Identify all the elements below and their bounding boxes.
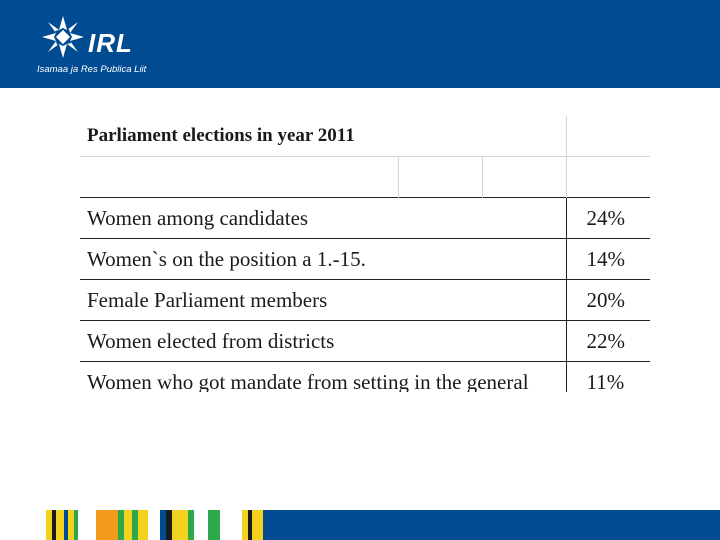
- stripe: [148, 510, 160, 540]
- irl-star-logo-icon: [42, 16, 84, 58]
- footer-bar: [263, 510, 720, 540]
- footer-color-stripes: [0, 510, 263, 540]
- row-value: 22%: [565, 320, 650, 362]
- stripe: [118, 510, 124, 540]
- stripe: [46, 510, 52, 540]
- table-row: Women among candidates 24%: [80, 197, 650, 239]
- row-label: Women elected from districts: [80, 320, 567, 362]
- stripe: [56, 510, 64, 540]
- stripe: [124, 510, 132, 540]
- table-row: Female Parliament members 20%: [80, 279, 650, 321]
- stripe: [208, 510, 220, 540]
- table-spacer-row: [80, 156, 650, 198]
- row-label: Women among candidates: [80, 197, 567, 239]
- stripe: [160, 510, 166, 540]
- stripe: [78, 510, 96, 540]
- row-value: 24%: [565, 197, 650, 239]
- row-value: 11%: [565, 361, 650, 392]
- table-title-row: Parliament elections in year 2011: [80, 116, 650, 157]
- table-title: Parliament elections in year 2011: [80, 116, 567, 157]
- stripe: [252, 510, 263, 540]
- stripe: [194, 510, 208, 540]
- stripe: [138, 510, 148, 540]
- empty-cell: [566, 116, 650, 157]
- stripe: [166, 510, 172, 540]
- row-label: Women`s on the position a 1.-15.: [80, 238, 567, 280]
- stripe: [248, 510, 252, 540]
- table-row: Women`s on the position a 1.-15. 14%: [80, 238, 650, 280]
- stripe: [220, 510, 242, 540]
- empty-cell: [398, 156, 483, 198]
- empty-cell: [566, 156, 650, 198]
- empty-cell: [80, 156, 399, 198]
- stripe: [242, 510, 248, 540]
- statistics-table: Parliament elections in year 2011 Women …: [80, 116, 650, 392]
- stripe: [96, 510, 118, 540]
- stripe: [188, 510, 194, 540]
- brand-name: IRL: [88, 28, 133, 58]
- stripe: [74, 510, 78, 540]
- statistics-table-container: Parliament elections in year 2011 Women …: [80, 116, 650, 392]
- stripe: [0, 510, 46, 540]
- stripe: [172, 510, 188, 540]
- table-row: Women elected from districts 22%: [80, 320, 650, 362]
- empty-cell: [482, 156, 567, 198]
- row-value: 20%: [565, 279, 650, 321]
- row-label: Women who got mandate from setting in th…: [87, 369, 529, 393]
- stripe: [132, 510, 138, 540]
- row-value: 14%: [565, 238, 650, 280]
- stripe: [52, 510, 56, 540]
- stripe: [64, 510, 68, 540]
- table-row: Women who got mandate from setting in th…: [80, 361, 650, 393]
- stripe: [68, 510, 74, 540]
- row-label: Female Parliament members: [80, 279, 567, 321]
- header-banner: IRL Isamaa ja Res Publica Liit: [0, 0, 720, 88]
- brand-subtitle: Isamaa ja Res Publica Liit: [37, 64, 147, 75]
